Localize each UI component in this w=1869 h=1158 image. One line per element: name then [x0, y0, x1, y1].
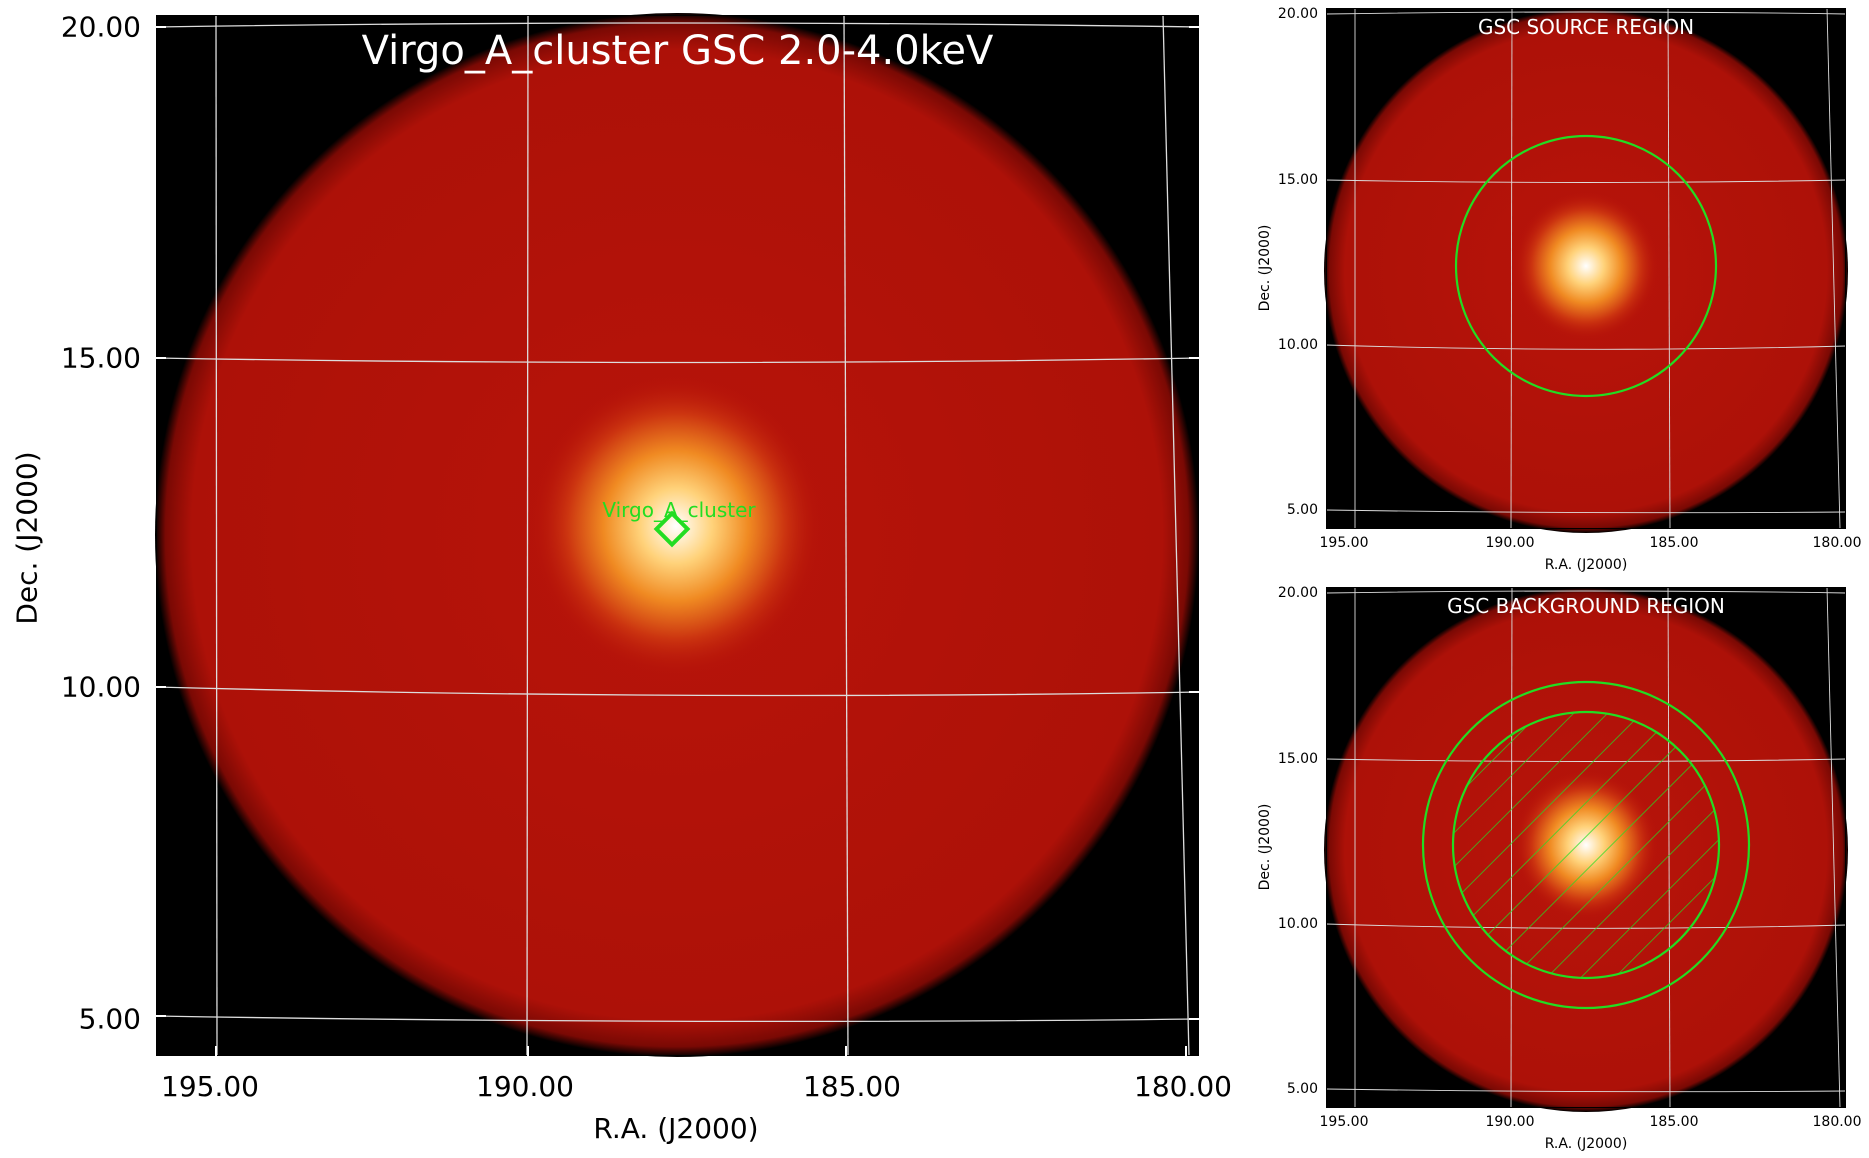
main-ytick: 5.00	[78, 1002, 141, 1036]
bg-ytick: 5.00	[1286, 1081, 1318, 1097]
axis-ticks	[156, 26, 1199, 1056]
cluster-emission	[1514, 192, 1658, 340]
source-label: Virgo_A_cluster	[602, 498, 756, 522]
main-image-panel: Virgo_A_cluster GSC 2.0-4.0keV Virgo_A_c…	[155, 13, 1200, 1057]
src-xtick: 180.00	[1812, 535, 1862, 551]
background-region-image	[1324, 586, 1848, 1112]
bg-xtick: 185.00	[1649, 1114, 1699, 1130]
outer-background-circle	[1421, 680, 1751, 1010]
src-ytick: 5.00	[1286, 502, 1318, 518]
source-circle-region	[1454, 134, 1718, 398]
src-xtick: 190.00	[1485, 535, 1535, 551]
source-diamond-marker	[653, 510, 691, 548]
source-region-panel: GSC SOURCE REGION	[1324, 7, 1848, 533]
plot-frame	[1326, 587, 1846, 1108]
bg-xtick: 180.00	[1812, 1114, 1862, 1130]
coordinate-grid	[1325, 7, 1847, 530]
src-xtick: 185.00	[1649, 535, 1699, 551]
main-xaxis-title: R.A. (J2000)	[593, 1112, 759, 1145]
plot-frame	[1326, 8, 1846, 529]
plot-frame	[156, 15, 1199, 1056]
src-ytick: 10.00	[1277, 337, 1318, 353]
src-ytick: 15.00	[1277, 172, 1318, 188]
main-ytick: 10.00	[60, 670, 141, 704]
main-xtick: 190.00	[476, 1070, 574, 1103]
main-ytick: 15.00	[60, 341, 141, 375]
main-title: Virgo_A_cluster GSC 2.0-4.0keV	[361, 28, 994, 74]
coordinate-grid	[155, 14, 1200, 1057]
bg-ytick: 20.00	[1277, 585, 1318, 601]
source-region-title: GSC SOURCE REGION	[1477, 15, 1695, 39]
main-ytick: 20.00	[60, 10, 141, 44]
src-xtick: 195.00	[1319, 535, 1369, 551]
bg-xaxis-title: R.A. (J2000)	[1544, 1136, 1628, 1152]
src-ytick: 20.00	[1277, 6, 1318, 22]
main-yaxis-title: Dec. (J2000)	[10, 451, 44, 625]
bg-yaxis-title: Dec. (J2000)	[1257, 803, 1273, 891]
bg-xtick: 195.00	[1319, 1114, 1369, 1130]
src-xaxis-title: R.A. (J2000)	[1544, 557, 1628, 573]
background-region-title: GSC BACKGROUND REGION	[1447, 594, 1725, 618]
main-xtick: 180.00	[1134, 1070, 1232, 1103]
main-sky-image	[155, 13, 1200, 1057]
cluster-emission	[531, 376, 821, 676]
src-yaxis-title: Dec. (J2000)	[1257, 224, 1273, 312]
bg-xtick: 190.00	[1485, 1114, 1535, 1130]
background-region-panel: GSC BACKGROUND REGION	[1324, 586, 1848, 1112]
source-region-image	[1324, 7, 1848, 533]
main-xtick: 185.00	[803, 1070, 901, 1103]
bg-ytick: 10.00	[1277, 916, 1318, 932]
excluded-hatched-region	[1453, 712, 1719, 978]
inner-exclusion-circle	[1451, 710, 1721, 980]
bg-ytick: 15.00	[1277, 751, 1318, 767]
main-xtick: 195.00	[161, 1070, 259, 1103]
